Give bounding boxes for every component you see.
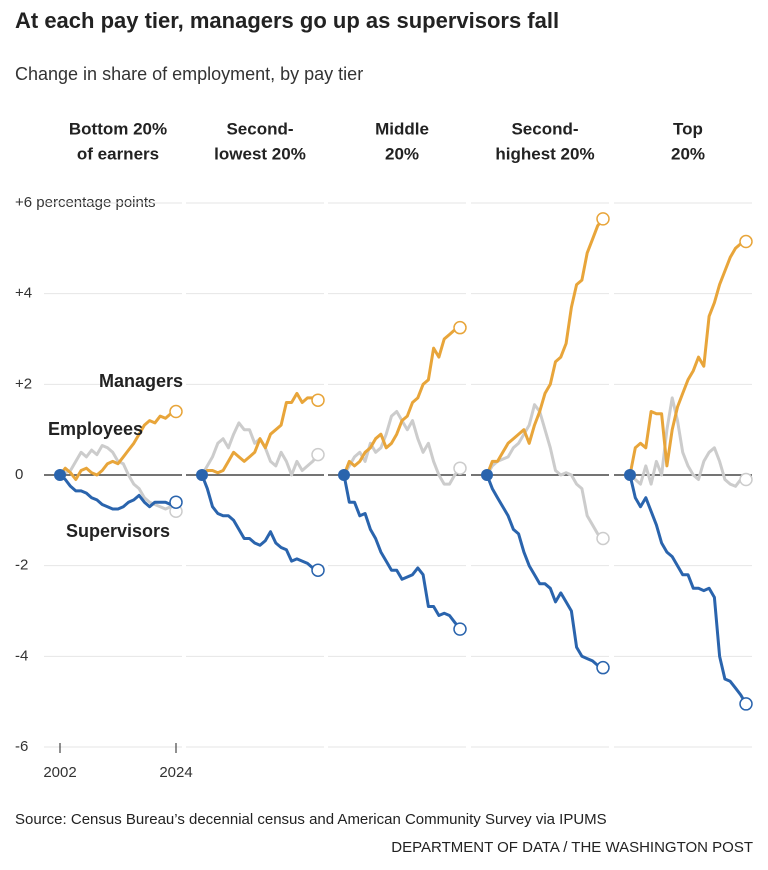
series-line — [485, 403, 604, 540]
series-line — [629, 396, 746, 488]
series-line — [628, 474, 748, 705]
series-line — [59, 473, 177, 511]
series-line — [342, 474, 462, 631]
end-marker — [169, 495, 183, 509]
end-marker — [596, 531, 610, 546]
end-marker — [453, 461, 467, 475]
panel-title: Top — [673, 119, 703, 138]
end-marker — [739, 472, 753, 487]
end-marker — [739, 234, 753, 249]
legend-label: Supervisors — [66, 521, 170, 541]
legend-label: Managers — [99, 371, 183, 391]
panel-title: 20% — [385, 144, 419, 163]
y-tick-label: +2 — [15, 375, 32, 392]
y-tick-label: +6 percentage points — [15, 194, 156, 211]
series-line — [485, 474, 604, 670]
series-line — [485, 217, 605, 476]
end-marker — [311, 563, 325, 577]
x-tick-label: 2002 — [43, 764, 76, 781]
start-marker — [54, 469, 66, 481]
y-tick-label: 0 — [15, 466, 23, 483]
end-marker — [739, 697, 753, 711]
series-line — [200, 421, 320, 477]
chart-subtitle: Change in share of employment, by pay ti… — [15, 64, 363, 84]
start-marker — [338, 469, 350, 481]
series-line — [628, 240, 747, 476]
end-marker — [596, 212, 610, 226]
panel-title: of earners — [77, 144, 159, 163]
y-tick-label: +4 — [15, 285, 32, 302]
panel-title: highest 20% — [495, 144, 594, 163]
y-tick-label: -4 — [15, 647, 28, 664]
credit: DEPARTMENT OF DATA / THE WASHINGTON POST — [391, 839, 753, 856]
legend-label: Employees — [48, 419, 143, 439]
x-tick-label: 2024 — [159, 764, 192, 781]
y-tick-label: -2 — [15, 557, 28, 574]
start-marker — [196, 469, 208, 481]
end-marker — [453, 320, 467, 335]
panel-title: lowest 20% — [214, 144, 306, 163]
y-tick-label: -6 — [15, 738, 28, 755]
end-marker — [311, 447, 325, 462]
series-line — [342, 326, 461, 476]
end-marker — [311, 393, 325, 407]
start-marker — [481, 469, 493, 481]
panel-title: Second- — [511, 119, 578, 138]
panel-title: Second- — [226, 119, 293, 138]
series-line — [200, 474, 319, 572]
panel-title: Bottom 20% — [69, 119, 167, 138]
end-marker — [453, 622, 467, 636]
end-marker — [596, 660, 610, 675]
series-line — [58, 410, 177, 481]
panel-title: Middle — [375, 119, 429, 138]
end-marker — [169, 404, 183, 419]
panel-title: 20% — [671, 144, 705, 163]
start-marker — [624, 469, 636, 481]
source: Source: Census Bureau’s decennial census… — [15, 811, 607, 828]
chart-title: At each pay tier, managers go up as supe… — [15, 8, 559, 33]
series-line — [201, 391, 319, 477]
